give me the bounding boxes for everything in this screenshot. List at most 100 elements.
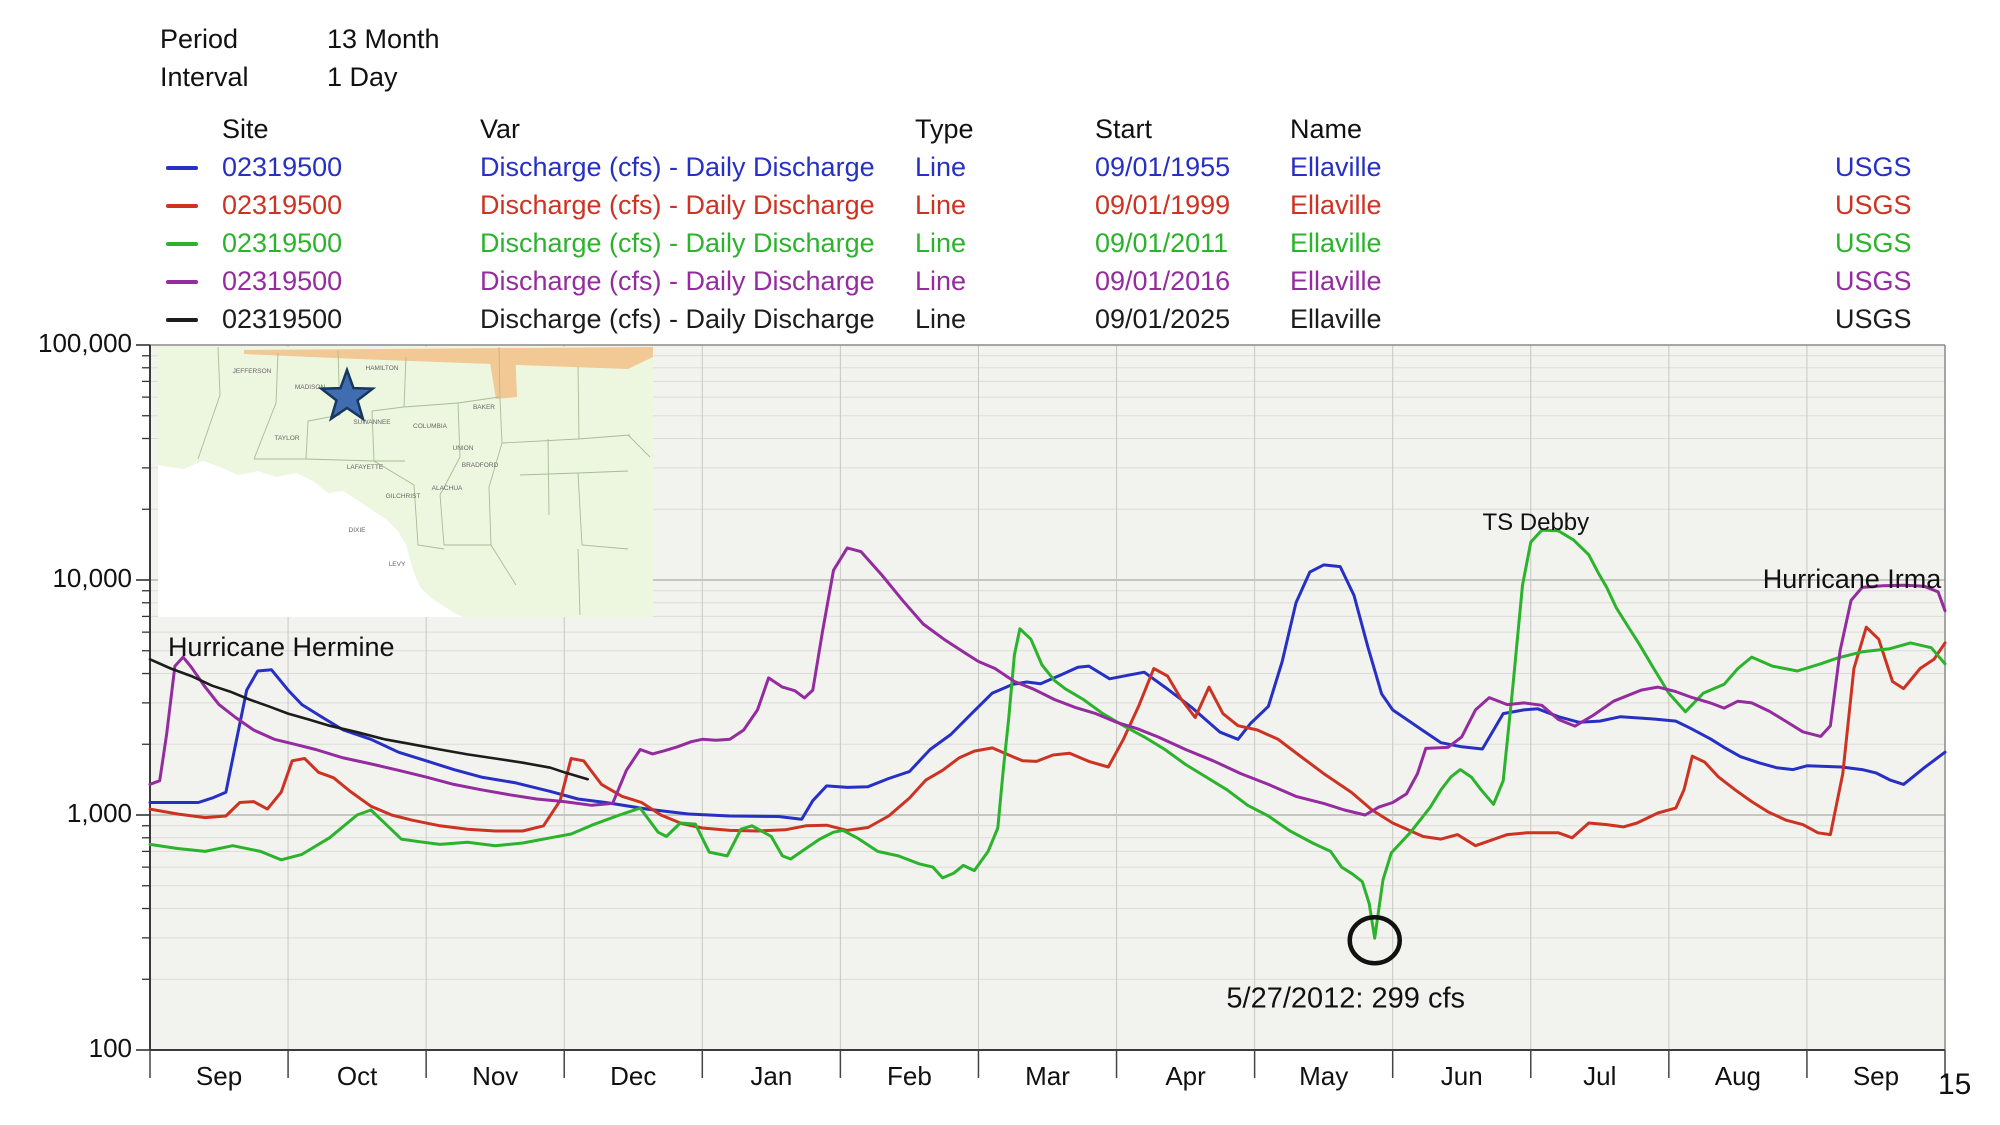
x-tick-label-month: Mar: [1025, 1061, 1070, 1091]
county-label: TAYLOR: [274, 435, 299, 442]
y-axis: 100 1,000 10,000 100,000: [38, 328, 150, 1063]
column-header-start: Start: [1095, 114, 1153, 144]
cell-start: 09/01/1955: [1095, 152, 1231, 182]
x-tick-label-month: Dec: [610, 1061, 656, 1091]
x-tick-label-month: Sep: [1853, 1061, 1899, 1091]
x-tick-label-month: Apr: [1165, 1061, 1206, 1091]
county-label: GILCHRIST: [386, 493, 421, 500]
cell-source: USGS: [1835, 304, 1912, 334]
site-star-icon: [317, 366, 377, 422]
cell-start: 09/01/2011: [1095, 228, 1229, 258]
cell-source: USGS: [1835, 190, 1912, 220]
florida-county-map: JEFFERSON MADISON HAMILTON SUWANNEE COLUMBIA…: [158, 346, 653, 617]
minimum-flow-circle: [1347, 914, 1402, 966]
cell-name: Ellaville: [1290, 266, 1382, 296]
x-tick-label-month: Oct: [337, 1061, 378, 1091]
x-tick-label-month: Sep: [196, 1061, 242, 1091]
county-label: MADISON: [295, 384, 326, 391]
cell-var: Discharge (cfs) - Daily Discharge: [480, 190, 875, 220]
x-tick-label-month: May: [1299, 1061, 1348, 1091]
cell-start: 09/01/1999: [1095, 190, 1231, 220]
annotation-label: TS Debby: [1482, 509, 1589, 536]
county-label: DIXIE: [349, 527, 367, 534]
cell-source: USGS: [1835, 228, 1912, 258]
cell-name: Ellaville: [1290, 190, 1382, 220]
cell-type: Line: [915, 190, 967, 220]
county-label: BRADFORD: [462, 462, 499, 469]
x-tick-label-month: Nov: [472, 1061, 518, 1091]
series-swatch-line: [166, 242, 198, 246]
cell-type: Line: [915, 266, 967, 296]
minimum-flow-label: 5/27/2012: 299 cfs: [1226, 982, 1465, 1014]
cell-type: Line: [915, 304, 967, 334]
interval-value: 1 Day: [327, 62, 398, 92]
plot-frame: [149, 344, 1946, 1051]
y-tick-label: 100,000: [38, 328, 132, 358]
county-label: LAFAYETTE: [347, 464, 384, 471]
map-county-borders: [197, 346, 651, 616]
y-tick-label: 1,000: [67, 798, 132, 828]
x-tick-label-month: Jun: [1441, 1061, 1483, 1091]
cell-name: Ellaville: [1290, 152, 1382, 182]
cell-start: 09/01/2016: [1095, 266, 1231, 296]
county-label: JEFFERSON: [233, 368, 272, 375]
county-label: COLUMBIA: [413, 423, 448, 430]
cell-site: 02319500: [222, 152, 343, 182]
column-header-site: Site: [222, 114, 269, 144]
cell-site: 02319500: [222, 190, 343, 220]
cell-site: 02319500: [222, 228, 343, 258]
y-tick-label: 100: [89, 1033, 132, 1063]
x-tick-label-month: Jul: [1583, 1061, 1616, 1091]
annotations: Hurricane Hermine TS Debby Hurricane Irma 5…: [168, 509, 1942, 1014]
cell-var: Discharge (cfs) - Daily Discharge: [480, 304, 875, 334]
column-header-type: Type: [915, 114, 974, 144]
map-gulf-water: [158, 461, 463, 617]
period-label: Period: [160, 24, 239, 54]
cell-source: USGS: [1835, 152, 1912, 182]
series-line-09012011: [148, 528, 1947, 940]
cell-site: 02319500: [222, 304, 343, 334]
page-number: 15: [1938, 1068, 1972, 1101]
y-tick-label: 10,000: [52, 563, 132, 593]
cell-name: Ellaville: [1290, 304, 1382, 334]
interval-label: Interval: [160, 62, 249, 92]
county-label: UNION: [453, 445, 474, 452]
annotation-label: Hurricane Hermine: [168, 632, 395, 662]
series-line-09011999: [148, 625, 1947, 848]
column-header-var: Var: [480, 114, 521, 144]
series-swatch-line: [166, 204, 198, 208]
x-tick-label-month: Aug: [1715, 1061, 1761, 1091]
x-tick-label-month: Feb: [887, 1061, 932, 1091]
series-lines: [148, 528, 1947, 940]
county-label: ALACHUA: [432, 485, 463, 492]
column-header-name: Name: [1290, 114, 1363, 144]
series-line-09012025: [148, 657, 590, 781]
county-label: LEVY: [389, 561, 406, 568]
cell-var: Discharge (cfs) - Daily Discharge: [480, 152, 875, 182]
map-georgia-band: [244, 347, 653, 369]
county-label: BAKER: [473, 404, 495, 411]
annotation-label: Hurricane Irma: [1763, 564, 1943, 594]
series-swatch-line: [166, 318, 198, 322]
map-georgia-wedge: [488, 348, 517, 399]
series-swatch-line: [166, 280, 198, 284]
series-line-09011955: [148, 563, 1947, 821]
period-value: 13 Month: [327, 24, 440, 54]
series-swatch-line: [166, 166, 198, 170]
county-label: HAMILTON: [366, 365, 399, 372]
x-tick-label-month: Jan: [750, 1061, 792, 1091]
cell-start: 09/01/2025: [1095, 304, 1231, 334]
x-axis: Sep Oct Nov Dec Jan Feb Mar Apr May Jun Jul Aug Sep: [149, 1050, 1946, 1091]
cell-site: 02319500: [222, 266, 343, 296]
cell-source: USGS: [1835, 266, 1912, 296]
cell-var: Discharge (cfs) - Daily Discharge: [480, 266, 875, 296]
cell-type: Line: [915, 152, 967, 182]
cell-var: Discharge (cfs) - Daily Discharge: [480, 228, 875, 258]
cell-name: Ellaville: [1290, 228, 1382, 258]
map-county-labels: JEFFERSON MADISON HAMILTON SUWANNEE COLUMBIA…: [233, 365, 499, 568]
series-line-09012016: [148, 546, 1947, 817]
county-label: SUWANNEE: [353, 419, 391, 426]
cell-type: Line: [915, 228, 967, 258]
